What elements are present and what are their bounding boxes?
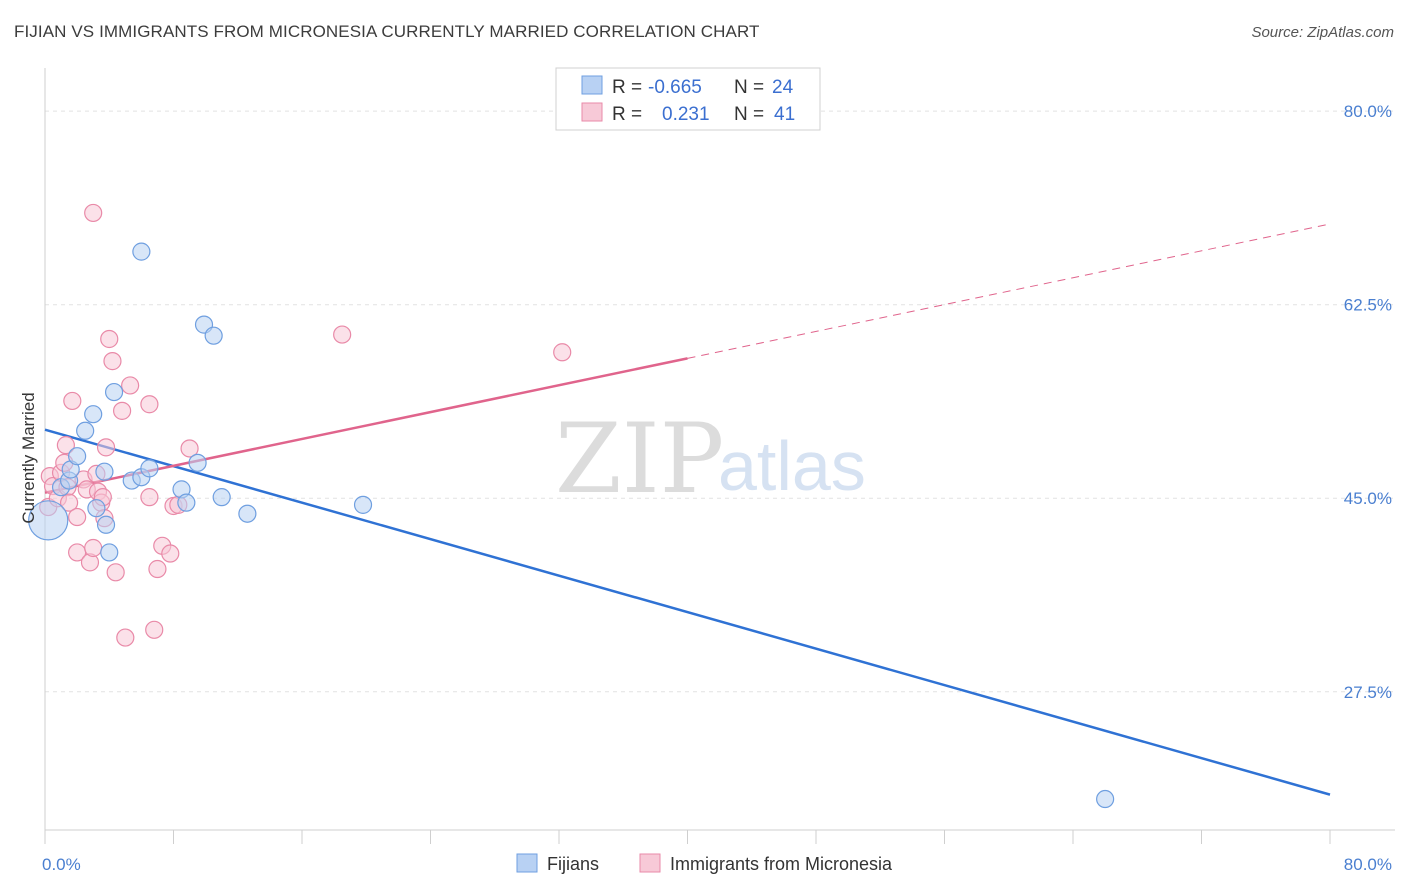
point-1-26 (112, 401, 132, 420)
legend-n-value-fijians: 24 (772, 77, 794, 98)
point-0-21 (212, 488, 231, 507)
point-1-38 (333, 325, 352, 344)
chart-source: Source: ZipAtlas.com (1251, 24, 1394, 41)
chart-title: FIJIAN VS IMMIGRANTS FROM MICRONESIA CUR… (14, 22, 760, 41)
watermark-atlas: atlas (718, 427, 866, 505)
y-axis-label: Currently Married (19, 392, 38, 523)
point-1-39 (553, 343, 572, 362)
point-0-23 (353, 495, 373, 514)
tick-labels: 80.0% 62.5% 45.0% 27.5% 0.0% 80.0% (42, 102, 1392, 874)
trend-line-extension-1 (687, 223, 1331, 359)
point-0-4 (68, 447, 87, 466)
legend-r-label-fijians: R = (612, 77, 642, 98)
point-1-10 (68, 507, 87, 527)
point-0-22 (238, 504, 257, 523)
legend-n-label-fijians: N = (734, 77, 764, 98)
point-1-29 (140, 488, 159, 507)
axes (44, 68, 1395, 844)
point-1-16 (84, 203, 103, 223)
point-0-6 (84, 405, 103, 424)
point-0-0 (28, 500, 69, 541)
point-0-5 (76, 421, 95, 440)
legend-n-value-micronesia: 41 (774, 104, 795, 125)
point-0-11 (104, 382, 124, 402)
point-1-27 (116, 628, 135, 647)
point-1-30 (140, 395, 159, 414)
x-tick-label-0: 0.0% (42, 855, 81, 874)
gridlines (45, 110, 1395, 693)
data-points (28, 203, 1115, 809)
x-tick-label-1: 80.0% (1344, 855, 1392, 874)
y-tick-label-0: 80.0% (1344, 102, 1392, 121)
legend-r-value-micronesia: 0.231 (662, 104, 710, 125)
point-1-25 (106, 563, 125, 582)
legend-swatch-micronesia (581, 102, 603, 122)
point-1-28 (121, 376, 140, 395)
point-1-8 (59, 493, 79, 512)
series-legend-label-fijians: Fijians (547, 854, 599, 874)
y-tick-label-3: 27.5% (1344, 683, 1392, 702)
legend-swatch-fijians (581, 75, 603, 95)
legend-n-label-micronesia: N = (734, 104, 764, 125)
series-legend-label-micronesia: Immigrants from Micronesia (670, 854, 893, 874)
point-1-6 (56, 436, 75, 455)
point-0-20 (204, 326, 223, 345)
series-legend: Fijians Immigrants from Micronesia (516, 853, 893, 874)
y-tick-label-2: 45.0% (1344, 489, 1392, 508)
point-1-24 (103, 352, 122, 371)
point-0-17 (177, 493, 196, 512)
trend-line-0 (44, 428, 1331, 796)
watermark-zip: ZIP (555, 403, 724, 515)
correlation-legend: R = -0.665 N = 24 R = 0.231 N = 41 (555, 67, 821, 131)
point-1-15 (84, 538, 103, 558)
point-0-18 (188, 453, 207, 472)
point-1-31 (145, 620, 164, 639)
point-1-22 (96, 438, 116, 457)
point-0-14 (132, 242, 151, 261)
series-legend-swatch-fijians (516, 853, 538, 873)
point-1-9 (63, 391, 82, 411)
point-0-8 (95, 462, 114, 481)
point-0-24 (1096, 789, 1115, 809)
point-0-15 (140, 459, 159, 478)
point-1-37 (180, 439, 199, 458)
point-0-7 (87, 499, 106, 518)
legend-r-value-fijians: -0.665 (648, 77, 702, 98)
point-0-9 (96, 515, 116, 534)
point-1-34 (161, 544, 180, 563)
series-legend-swatch-micronesia (639, 853, 661, 873)
point-0-10 (100, 543, 119, 562)
point-1-32 (148, 559, 167, 579)
watermark: ZIP atlas (555, 403, 866, 515)
y-tick-label-1: 62.5% (1344, 296, 1392, 315)
legend-r-label-micronesia: R = (612, 104, 642, 125)
point-1-23 (100, 329, 119, 349)
